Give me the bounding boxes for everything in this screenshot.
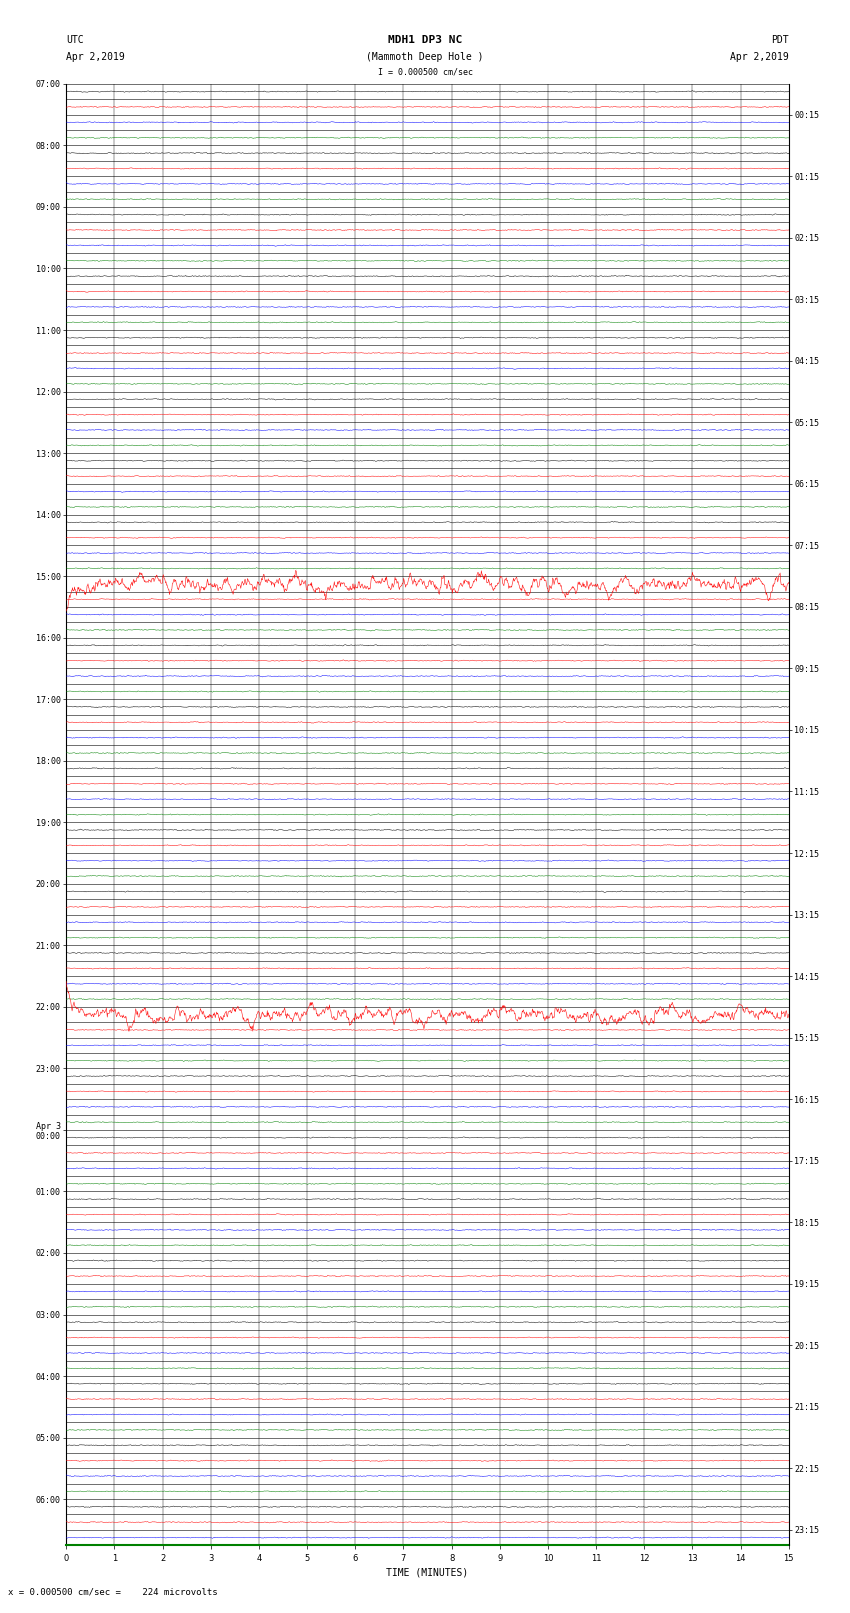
Text: (Mammoth Deep Hole ): (Mammoth Deep Hole ) [366, 52, 484, 61]
Text: x = 0.000500 cm/sec =    224 microvolts: x = 0.000500 cm/sec = 224 microvolts [8, 1587, 218, 1597]
Text: UTC: UTC [66, 35, 84, 45]
Text: Apr 2,2019: Apr 2,2019 [66, 52, 125, 61]
Text: PDT: PDT [771, 35, 789, 45]
Text: Apr 2,2019: Apr 2,2019 [730, 52, 789, 61]
Text: I = 0.000500 cm/sec: I = 0.000500 cm/sec [377, 68, 473, 77]
Text: MDH1 DP3 NC: MDH1 DP3 NC [388, 35, 462, 45]
X-axis label: TIME (MINUTES): TIME (MINUTES) [387, 1568, 468, 1578]
